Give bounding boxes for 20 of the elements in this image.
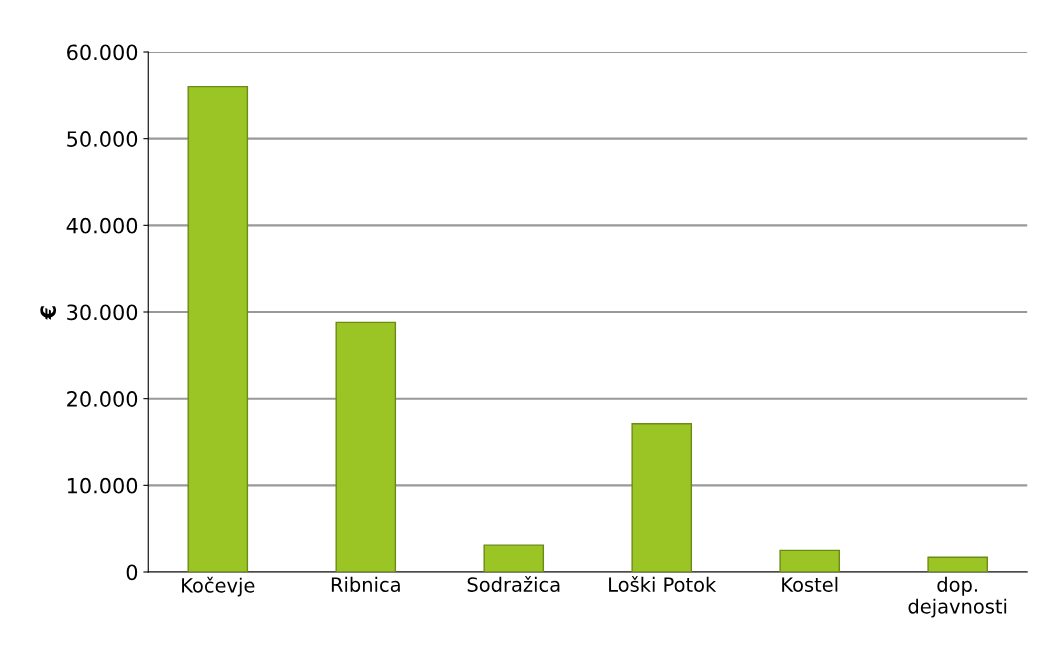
x-tick-label: Ribnica (331, 576, 400, 592)
bar (187, 85, 249, 572)
y-tick-label: 20.000 (67, 391, 138, 407)
x-tick-label: Loški Potok (609, 576, 717, 592)
x-tick-label: Kočevje (182, 576, 255, 597)
y-axis-title: € (40, 306, 57, 320)
y-tick-label: 40.000 (66, 217, 138, 234)
bar (927, 556, 988, 572)
y-tick-label: 60.000 (67, 44, 138, 61)
bar (779, 549, 840, 572)
y-tick-label: 0 (126, 564, 138, 581)
bar (631, 423, 693, 572)
x-tick-label: dop. dejavnosti (908, 576, 1007, 618)
y-tick-label: 30.000 (67, 304, 138, 321)
bar (483, 544, 545, 572)
x-tick-label: Kostel (782, 576, 838, 592)
x-tick-label: Sodražica (467, 576, 560, 592)
y-tick-label: 10.000 (67, 477, 138, 494)
y-tick-label: 50.000 (67, 131, 138, 147)
bar (335, 321, 397, 572)
